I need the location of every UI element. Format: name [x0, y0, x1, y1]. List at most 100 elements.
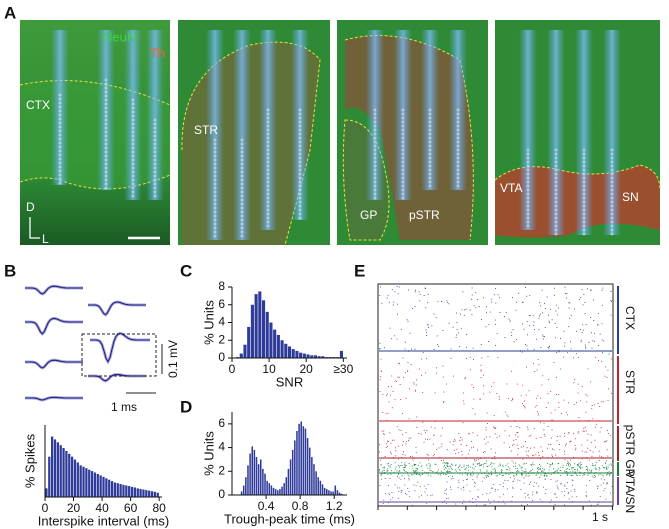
spike [452, 464, 453, 466]
bar [339, 350, 343, 358]
spike [529, 295, 531, 297]
probe-site [58, 169, 62, 173]
spike [513, 478, 515, 480]
bar [310, 355, 314, 358]
spike [526, 295, 528, 297]
spike [444, 490, 446, 491]
spike [493, 499, 495, 501]
spike [379, 379, 381, 381]
probe-site [456, 112, 460, 116]
spike [459, 440, 461, 442]
spike [412, 474, 414, 476]
probe-site [213, 210, 217, 214]
probe-site [428, 140, 432, 144]
spike [418, 473, 420, 475]
spike [472, 408, 474, 410]
spike [472, 347, 474, 349]
unit-band [379, 350, 612, 352]
probe-site [554, 196, 558, 200]
spike [461, 467, 463, 468]
spike [468, 466, 470, 468]
probe-glow [575, 30, 593, 235]
probe-site [266, 172, 270, 176]
spike [464, 469, 466, 470]
spike [556, 376, 557, 378]
probe-site [298, 168, 302, 172]
spike [522, 458, 524, 460]
spike [393, 439, 395, 441]
spike [379, 295, 381, 296]
spike [577, 465, 579, 467]
probe-site [456, 132, 460, 136]
spike [605, 441, 607, 443]
bar [321, 484, 324, 495]
spike [430, 494, 432, 496]
spike [533, 485, 535, 487]
spike [563, 399, 565, 401]
spike [576, 464, 578, 466]
probe-site [526, 176, 530, 180]
probe-site [104, 174, 108, 178]
spike [517, 470, 519, 471]
probe-site [554, 188, 558, 192]
spike [559, 444, 560, 445]
x-tick-label: ≥30 [333, 362, 353, 376]
spike [416, 474, 417, 475]
spike [541, 471, 543, 473]
bar [283, 483, 285, 495]
spike [450, 348, 452, 350]
spike [401, 462, 403, 463]
spike [473, 398, 475, 400]
spike [591, 332, 592, 334]
spike [457, 487, 459, 489]
spike [471, 294, 473, 296]
probe-glow [146, 30, 164, 200]
spike [513, 466, 515, 468]
probe-site [298, 212, 302, 216]
spike [569, 465, 571, 467]
spike [574, 449, 576, 451]
spike [539, 315, 540, 317]
spike [380, 464, 382, 466]
spike [523, 482, 525, 484]
probe-site [104, 110, 108, 114]
spike [408, 479, 410, 481]
probe-site [401, 140, 405, 144]
spike [536, 405, 538, 407]
spike [538, 317, 540, 319]
spike [521, 473, 522, 475]
bar [332, 491, 334, 495]
spike [407, 474, 409, 476]
bar [240, 491, 243, 495]
spike [510, 332, 512, 334]
bar [48, 456, 51, 497]
spike [408, 438, 410, 440]
spike [422, 351, 424, 353]
spike [565, 293, 566, 294]
spike [387, 468, 389, 470]
spike [485, 475, 487, 477]
spike [461, 439, 463, 441]
probe-site [240, 206, 244, 210]
spike [457, 479, 459, 481]
probe-site [401, 196, 405, 200]
spike [480, 377, 482, 378]
spike [398, 470, 400, 472]
spike [420, 475, 421, 477]
spike [413, 465, 415, 466]
spike [586, 469, 588, 470]
spike [533, 321, 535, 323]
spike [532, 315, 534, 317]
spike [536, 338, 537, 340]
spike [535, 474, 537, 476]
spike [395, 466, 397, 468]
spike [586, 465, 588, 467]
spike [445, 498, 447, 499]
probe-site [298, 172, 302, 176]
spike [610, 314, 612, 316]
spike [406, 319, 408, 321]
spike [387, 445, 388, 447]
probe-site [610, 216, 614, 220]
probe-site [58, 109, 62, 113]
spike [587, 433, 589, 435]
